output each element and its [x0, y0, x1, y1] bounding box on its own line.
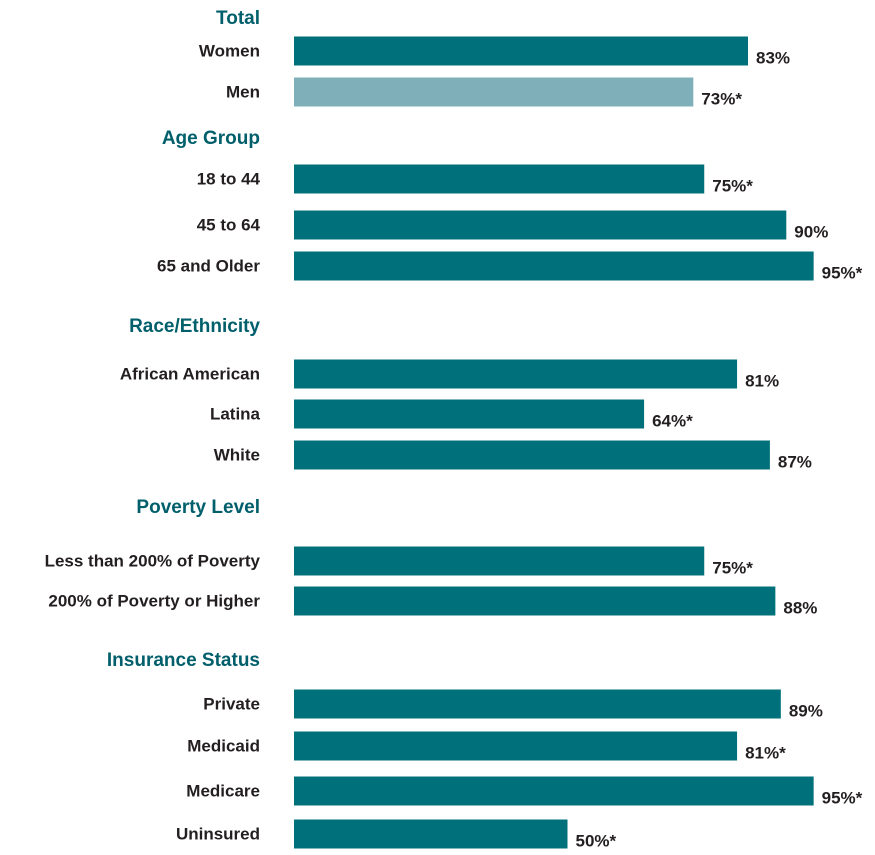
category-label: 200% of Poverty or Higher — [48, 591, 260, 610]
group-header: Total — [216, 8, 260, 29]
value-label: 73%* — [701, 89, 742, 108]
group-header: Insurance Status — [107, 650, 260, 671]
value-label: 64%* — [652, 411, 693, 430]
value-label: 95%* — [822, 788, 863, 807]
bar — [294, 399, 645, 429]
value-label: 89% — [789, 701, 823, 720]
category-label: Men — [226, 82, 260, 101]
category-label: Uninsured — [176, 824, 260, 843]
bar — [294, 776, 814, 806]
category-label: Less than 200% of Poverty — [45, 551, 261, 570]
category-label: White — [214, 445, 260, 464]
bar — [294, 251, 814, 281]
bar — [294, 164, 705, 194]
group-header: Poverty Level — [136, 497, 260, 518]
bar — [294, 440, 770, 470]
bar — [294, 210, 787, 240]
bar — [294, 36, 749, 66]
bar — [294, 77, 694, 107]
category-label: Medicaid — [187, 736, 260, 755]
category-label: Latina — [210, 404, 261, 423]
bar — [294, 546, 705, 576]
value-label: 95%* — [822, 263, 863, 282]
value-label: 88% — [783, 598, 817, 617]
value-label: 50%* — [576, 831, 617, 850]
bar — [294, 689, 781, 719]
category-label: 65 and Older — [157, 256, 260, 275]
category-label: 45 to 64 — [197, 215, 261, 234]
category-label: Private — [203, 694, 260, 713]
category-label: African American — [120, 364, 260, 383]
value-label: 81%* — [745, 743, 786, 762]
value-label: 87% — [778, 452, 812, 471]
value-label: 83% — [756, 48, 790, 67]
category-label: Medicare — [186, 781, 260, 800]
bar — [294, 586, 776, 616]
bar — [294, 359, 738, 389]
value-label: 75%* — [712, 558, 753, 577]
bar — [294, 731, 738, 761]
value-label: 75%* — [712, 176, 753, 195]
category-label: 18 to 44 — [197, 169, 261, 188]
bar — [294, 819, 568, 849]
value-label: 90% — [794, 222, 828, 241]
value-label: 81% — [745, 371, 779, 390]
group-header: Age Group — [162, 128, 260, 149]
category-label: Women — [199, 41, 260, 60]
group-header: Race/Ethnicity — [129, 316, 260, 337]
